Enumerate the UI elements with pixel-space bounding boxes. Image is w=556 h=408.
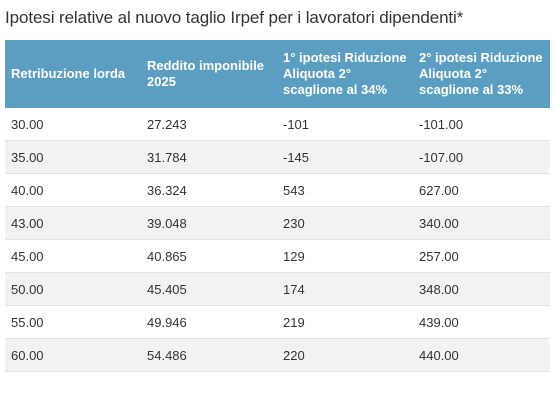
table-title: Ipotesi relative al nuovo taglio Irpef p… xyxy=(5,8,464,27)
table-row: 30.00 27.243 -101 -101.00 xyxy=(5,108,550,141)
cell-retribuzione: 30.00 xyxy=(5,108,141,141)
cell-ipotesi-2: -107.00 xyxy=(413,140,550,174)
cell-retribuzione: 43.00 xyxy=(5,206,141,240)
cell-ipotesi-1: 219 xyxy=(277,305,413,339)
table-row: 35.00 31.784 -145 -107.00 xyxy=(5,140,550,174)
header-retribuzione-lorda: Retribuzione lorda xyxy=(5,40,141,108)
cell-ipotesi-1: 129 xyxy=(277,239,413,273)
table-header: Retribuzione lorda Reddito imponibile 20… xyxy=(5,40,550,108)
cell-reddito: 54.486 xyxy=(141,338,277,372)
data-table-container: Retribuzione lorda Reddito imponibile 20… xyxy=(5,40,550,372)
table-row: 55.00 49.946 219 439.00 xyxy=(5,305,550,339)
cell-ipotesi-2: 439.00 xyxy=(413,305,550,339)
cell-reddito: 45.405 xyxy=(141,272,277,306)
cell-ipotesi-2: 340.00 xyxy=(413,206,550,240)
cell-ipotesi-1: 543 xyxy=(277,173,413,207)
table-row: 43.00 39.048 230 340.00 xyxy=(5,206,550,240)
header-row: Retribuzione lorda Reddito imponibile 20… xyxy=(5,40,550,108)
cell-ipotesi-1: 174 xyxy=(277,272,413,306)
cell-reddito: 39.048 xyxy=(141,206,277,240)
table-row: 50.00 45.405 174 348.00 xyxy=(5,272,550,306)
irpef-table: Retribuzione lorda Reddito imponibile 20… xyxy=(5,40,550,372)
cell-retribuzione: 60.00 xyxy=(5,338,141,372)
cell-ipotesi-1: 230 xyxy=(277,206,413,240)
cell-ipotesi-1: -145 xyxy=(277,140,413,174)
cell-ipotesi-2: 627.00 xyxy=(413,173,550,207)
table-row: 40.00 36.324 543 627.00 xyxy=(5,173,550,207)
cell-ipotesi-2: 257.00 xyxy=(413,239,550,273)
header-seconda-ipotesi: 2° ipotesi Riduzione Aliquota 2° scaglio… xyxy=(413,40,550,108)
cell-reddito: 31.784 xyxy=(141,140,277,174)
cell-ipotesi-2: 348.00 xyxy=(413,272,550,306)
cell-ipotesi-2: -101.00 xyxy=(413,108,550,141)
table-body: 30.00 27.243 -101 -101.00 35.00 31.784 -… xyxy=(5,108,550,372)
cell-reddito: 40.865 xyxy=(141,239,277,273)
table-row: 60.00 54.486 220 440.00 xyxy=(5,338,550,372)
cell-retribuzione: 50.00 xyxy=(5,272,141,306)
cell-retribuzione: 35.00 xyxy=(5,140,141,174)
header-prima-ipotesi: 1° ipotesi Riduzione Aliquota 2° scaglio… xyxy=(277,40,413,108)
cell-reddito: 36.324 xyxy=(141,173,277,207)
cell-ipotesi-1: -101 xyxy=(277,108,413,141)
cell-reddito: 49.946 xyxy=(141,305,277,339)
cell-retribuzione: 45.00 xyxy=(5,239,141,273)
table-row: 45.00 40.865 129 257.00 xyxy=(5,239,550,273)
cell-retribuzione: 55.00 xyxy=(5,305,141,339)
cell-ipotesi-1: 220 xyxy=(277,338,413,372)
cell-reddito: 27.243 xyxy=(141,108,277,141)
cell-retribuzione: 40.00 xyxy=(5,173,141,207)
cell-ipotesi-2: 440.00 xyxy=(413,338,550,372)
header-reddito-imponibile: Reddito imponibile 2025 xyxy=(141,40,277,108)
